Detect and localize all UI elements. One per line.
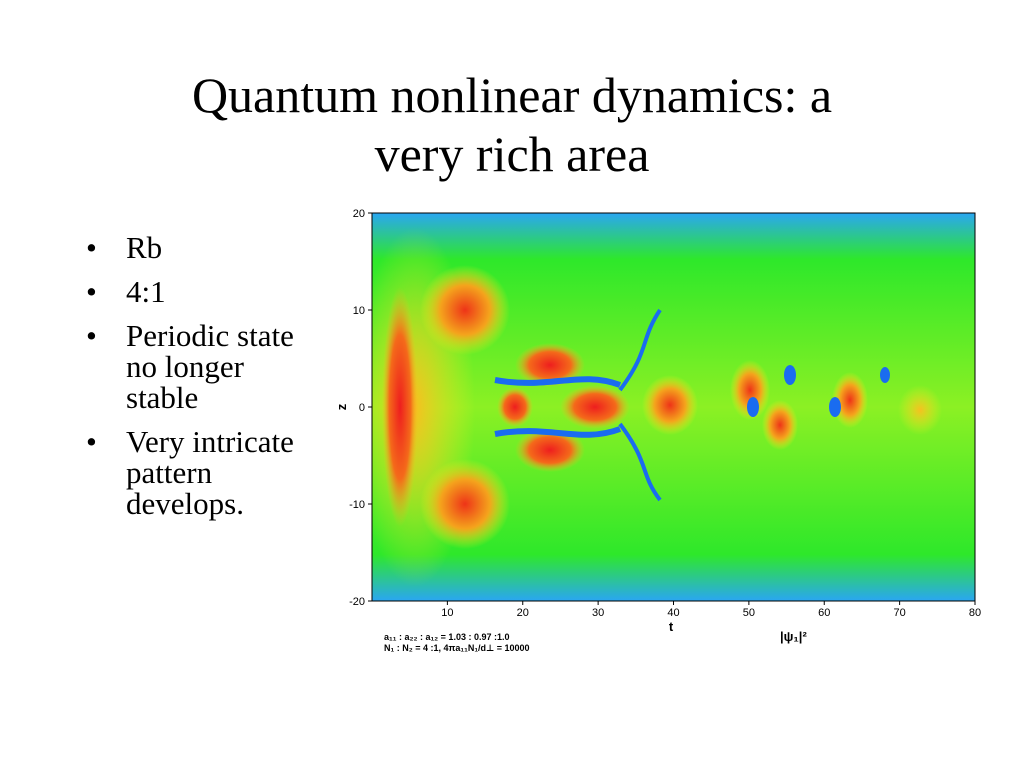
y-tick-label: -10 bbox=[349, 499, 365, 511]
x-tick-label: 10 bbox=[441, 607, 453, 619]
x-tick-label: 50 bbox=[743, 607, 755, 619]
bullet-rb: Rb bbox=[86, 232, 306, 263]
y-tick-label: 20 bbox=[353, 208, 365, 220]
y-tick-label: 0 bbox=[359, 402, 365, 414]
x-tick-label: 30 bbox=[592, 607, 604, 619]
density-heatmap-figure: 10 20 30 40 50 60 70 80 20 10 0 -10 -20 t z |ψ₁|² a… bbox=[334, 208, 981, 653]
bullet-intricate-pattern: Very intricate pattern develops. bbox=[86, 426, 306, 519]
x-tick-label: 70 bbox=[894, 607, 906, 619]
y-tick-label: 10 bbox=[353, 305, 365, 317]
x-tick-label: 60 bbox=[818, 607, 830, 619]
heatmap-field bbox=[372, 213, 975, 601]
title-line-2: very rich area bbox=[374, 126, 650, 182]
x-tick-label: 20 bbox=[517, 607, 529, 619]
x-axis-ticks: 10 20 30 40 50 60 70 80 bbox=[441, 601, 981, 619]
x-tick-label: 80 bbox=[969, 607, 981, 619]
y-tick-label: -20 bbox=[349, 596, 365, 608]
x-tick-label: 40 bbox=[667, 607, 679, 619]
slide-title: Quantum nonlinear dynamics: a very rich … bbox=[0, 66, 1024, 184]
bullet-periodic-state: Periodic state no longer stable bbox=[86, 320, 306, 413]
title-line-1: Quantum nonlinear dynamics: a bbox=[191, 67, 833, 123]
parameter-line-2: N₁ : N₂ = 4 :1, 4πa₁₁N₁/d⊥ = 10000 bbox=[384, 643, 530, 653]
bullet-ratio: 4:1 bbox=[86, 276, 306, 307]
y-axis-label: z bbox=[334, 403, 349, 410]
parameter-line-1: a₁₁ : a₂₂ : a₁₂ = 1.03 : 0.97 :1.0 bbox=[384, 632, 509, 642]
x-axis-label: t bbox=[669, 619, 674, 634]
colorbar-label: |ψ₁|² bbox=[780, 629, 807, 644]
bullet-list: Rb 4:1 Periodic state no longer stable V… bbox=[86, 232, 306, 532]
y-axis-ticks: 20 10 0 -10 -20 bbox=[349, 208, 372, 608]
